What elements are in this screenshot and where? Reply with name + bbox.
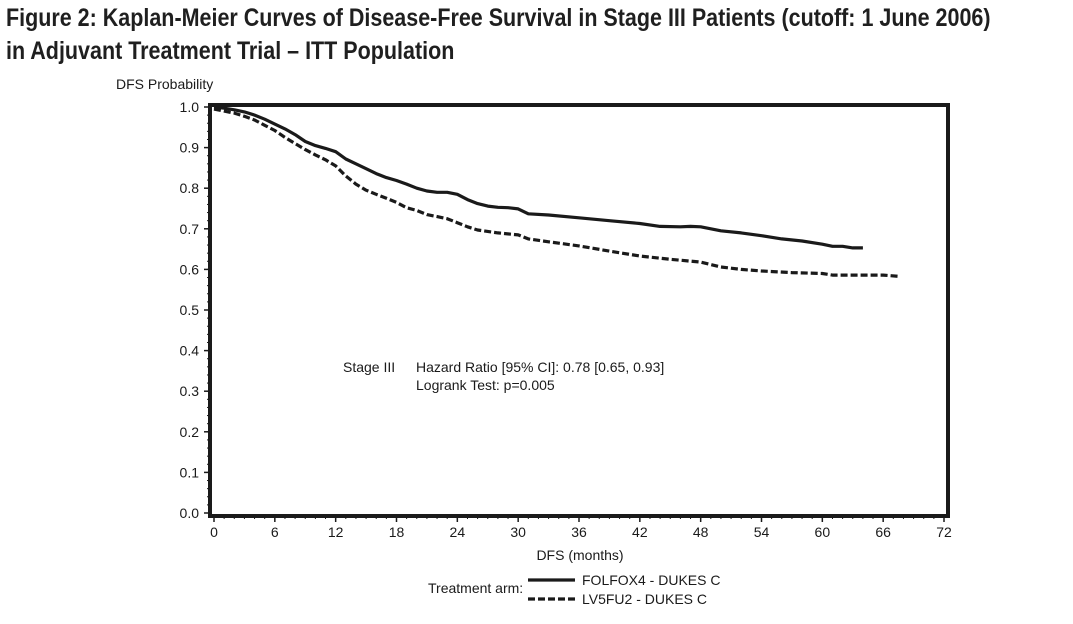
x-tick-label: 66: [875, 524, 891, 540]
legend-prefix: Treatment arm:: [428, 580, 523, 596]
x-tick-label: 18: [389, 524, 405, 540]
series-line-lv5fu2: [213, 107, 899, 278]
series-line-folfox4: [213, 105, 863, 250]
y-tick-label: 0.3: [180, 383, 200, 399]
x-axis-label: DFS (months): [536, 547, 623, 563]
figure-title-line2: in Adjuvant Treatment Trial – ITT Popula…: [6, 37, 455, 65]
x-tick-label: 30: [510, 524, 526, 540]
annotation-group: Stage III: [343, 359, 395, 375]
annotation-hazard-ratio: Hazard Ratio [95% CI]: 0.78 [0.65, 0.93]: [416, 359, 664, 375]
x-tick-label: 36: [571, 524, 587, 540]
y-tick-label: 0.2: [180, 424, 200, 440]
y-tick-label: 0.5: [180, 302, 200, 318]
x-tick-label: 54: [754, 524, 770, 540]
y-tick-label: 0.7: [180, 221, 200, 237]
y-tick-label: 0.8: [180, 180, 200, 196]
y-tick-label: 1.0: [180, 99, 200, 115]
x-tick-label: 6: [271, 524, 279, 540]
axis-ticks: 0.0 0.1 0.2 0.3 0.4 0.5 0.6 0.7 0.8 0.9 1.0 0 6 12 18 2…: [180, 99, 952, 540]
y-tick-label: 0.4: [180, 343, 200, 359]
x-tick-label: 42: [632, 524, 648, 540]
legend-label-lv5fu2: LV5FU2 - DUKES C: [582, 591, 707, 607]
series-layer: [213, 105, 899, 278]
x-tick-label: 48: [693, 524, 709, 540]
x-tick-label: 0: [210, 524, 218, 540]
x-tick-label: 60: [815, 524, 831, 540]
legend-label-folfox4: FOLFOX4 - DUKES C: [582, 572, 720, 588]
plot-frame: [208, 103, 950, 518]
y-tick-label: 0.0: [180, 505, 200, 521]
x-tick-label: 12: [328, 524, 344, 540]
y-tick-label: 0.1: [180, 464, 200, 480]
y-axis-label: DFS Probability: [116, 76, 213, 92]
annotation-logrank: Logrank Test: p=0.005: [416, 377, 555, 393]
figure-title: Figure 2: Kaplan-Meier Curves of Disease…: [6, 2, 991, 68]
y-tick-label: 0.9: [180, 140, 200, 156]
legend: Treatment arm: FOLFOX4 - DUKES C LV5FU2 …: [428, 572, 720, 607]
x-tick-label: 24: [450, 524, 466, 540]
figure-title-line1: Figure 2: Kaplan-Meier Curves of Disease…: [6, 4, 991, 32]
x-tick-label: 72: [936, 524, 952, 540]
y-tick-label: 0.6: [180, 261, 200, 277]
